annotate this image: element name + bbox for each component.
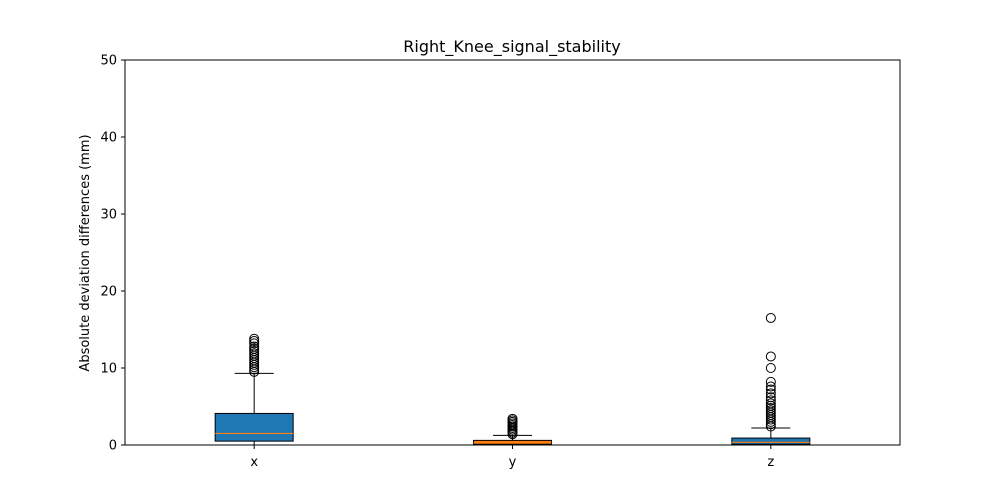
x-tick-label: y	[509, 455, 517, 470]
outlier-point	[765, 363, 776, 373]
outlier-point	[765, 312, 776, 323]
outlier-point	[765, 381, 776, 392]
y-tick-label: 10	[100, 362, 117, 377]
outlier-point	[765, 398, 776, 409]
box-x	[214, 412, 294, 442]
outlier-point	[765, 351, 776, 362]
outlier-point	[765, 395, 776, 406]
outlier-point	[765, 384, 776, 395]
outlier-point	[249, 336, 260, 347]
box-z	[731, 437, 811, 445]
y-tick-label: 20	[100, 285, 117, 300]
y-tick-label: 0	[109, 439, 117, 454]
x-tick-label: x	[250, 455, 258, 470]
y-tick-label: 40	[100, 131, 117, 146]
outlier-point	[249, 348, 260, 359]
x-tick-label: z	[767, 455, 774, 470]
outlier-point	[765, 388, 776, 399]
chart-title: Right_Knee_signal_stability	[403, 37, 620, 57]
outlier-point	[765, 405, 776, 416]
outlier-point	[507, 413, 518, 424]
y-axis-label: Absolute deviation differences (mm)	[78, 134, 93, 371]
y-tick-label: 50	[100, 54, 117, 69]
outlier-point	[765, 400, 776, 411]
y-tick-label: 30	[100, 208, 117, 223]
outlier-point	[249, 343, 260, 354]
outlier-point	[765, 403, 776, 414]
outlier-point	[249, 333, 260, 344]
plot-area-frame	[124, 59, 901, 446]
outlier-point	[249, 338, 260, 349]
outlier-point	[249, 346, 260, 357]
outlier-point	[765, 376, 776, 387]
outlier-point	[249, 341, 260, 352]
outlier-point	[765, 392, 776, 403]
